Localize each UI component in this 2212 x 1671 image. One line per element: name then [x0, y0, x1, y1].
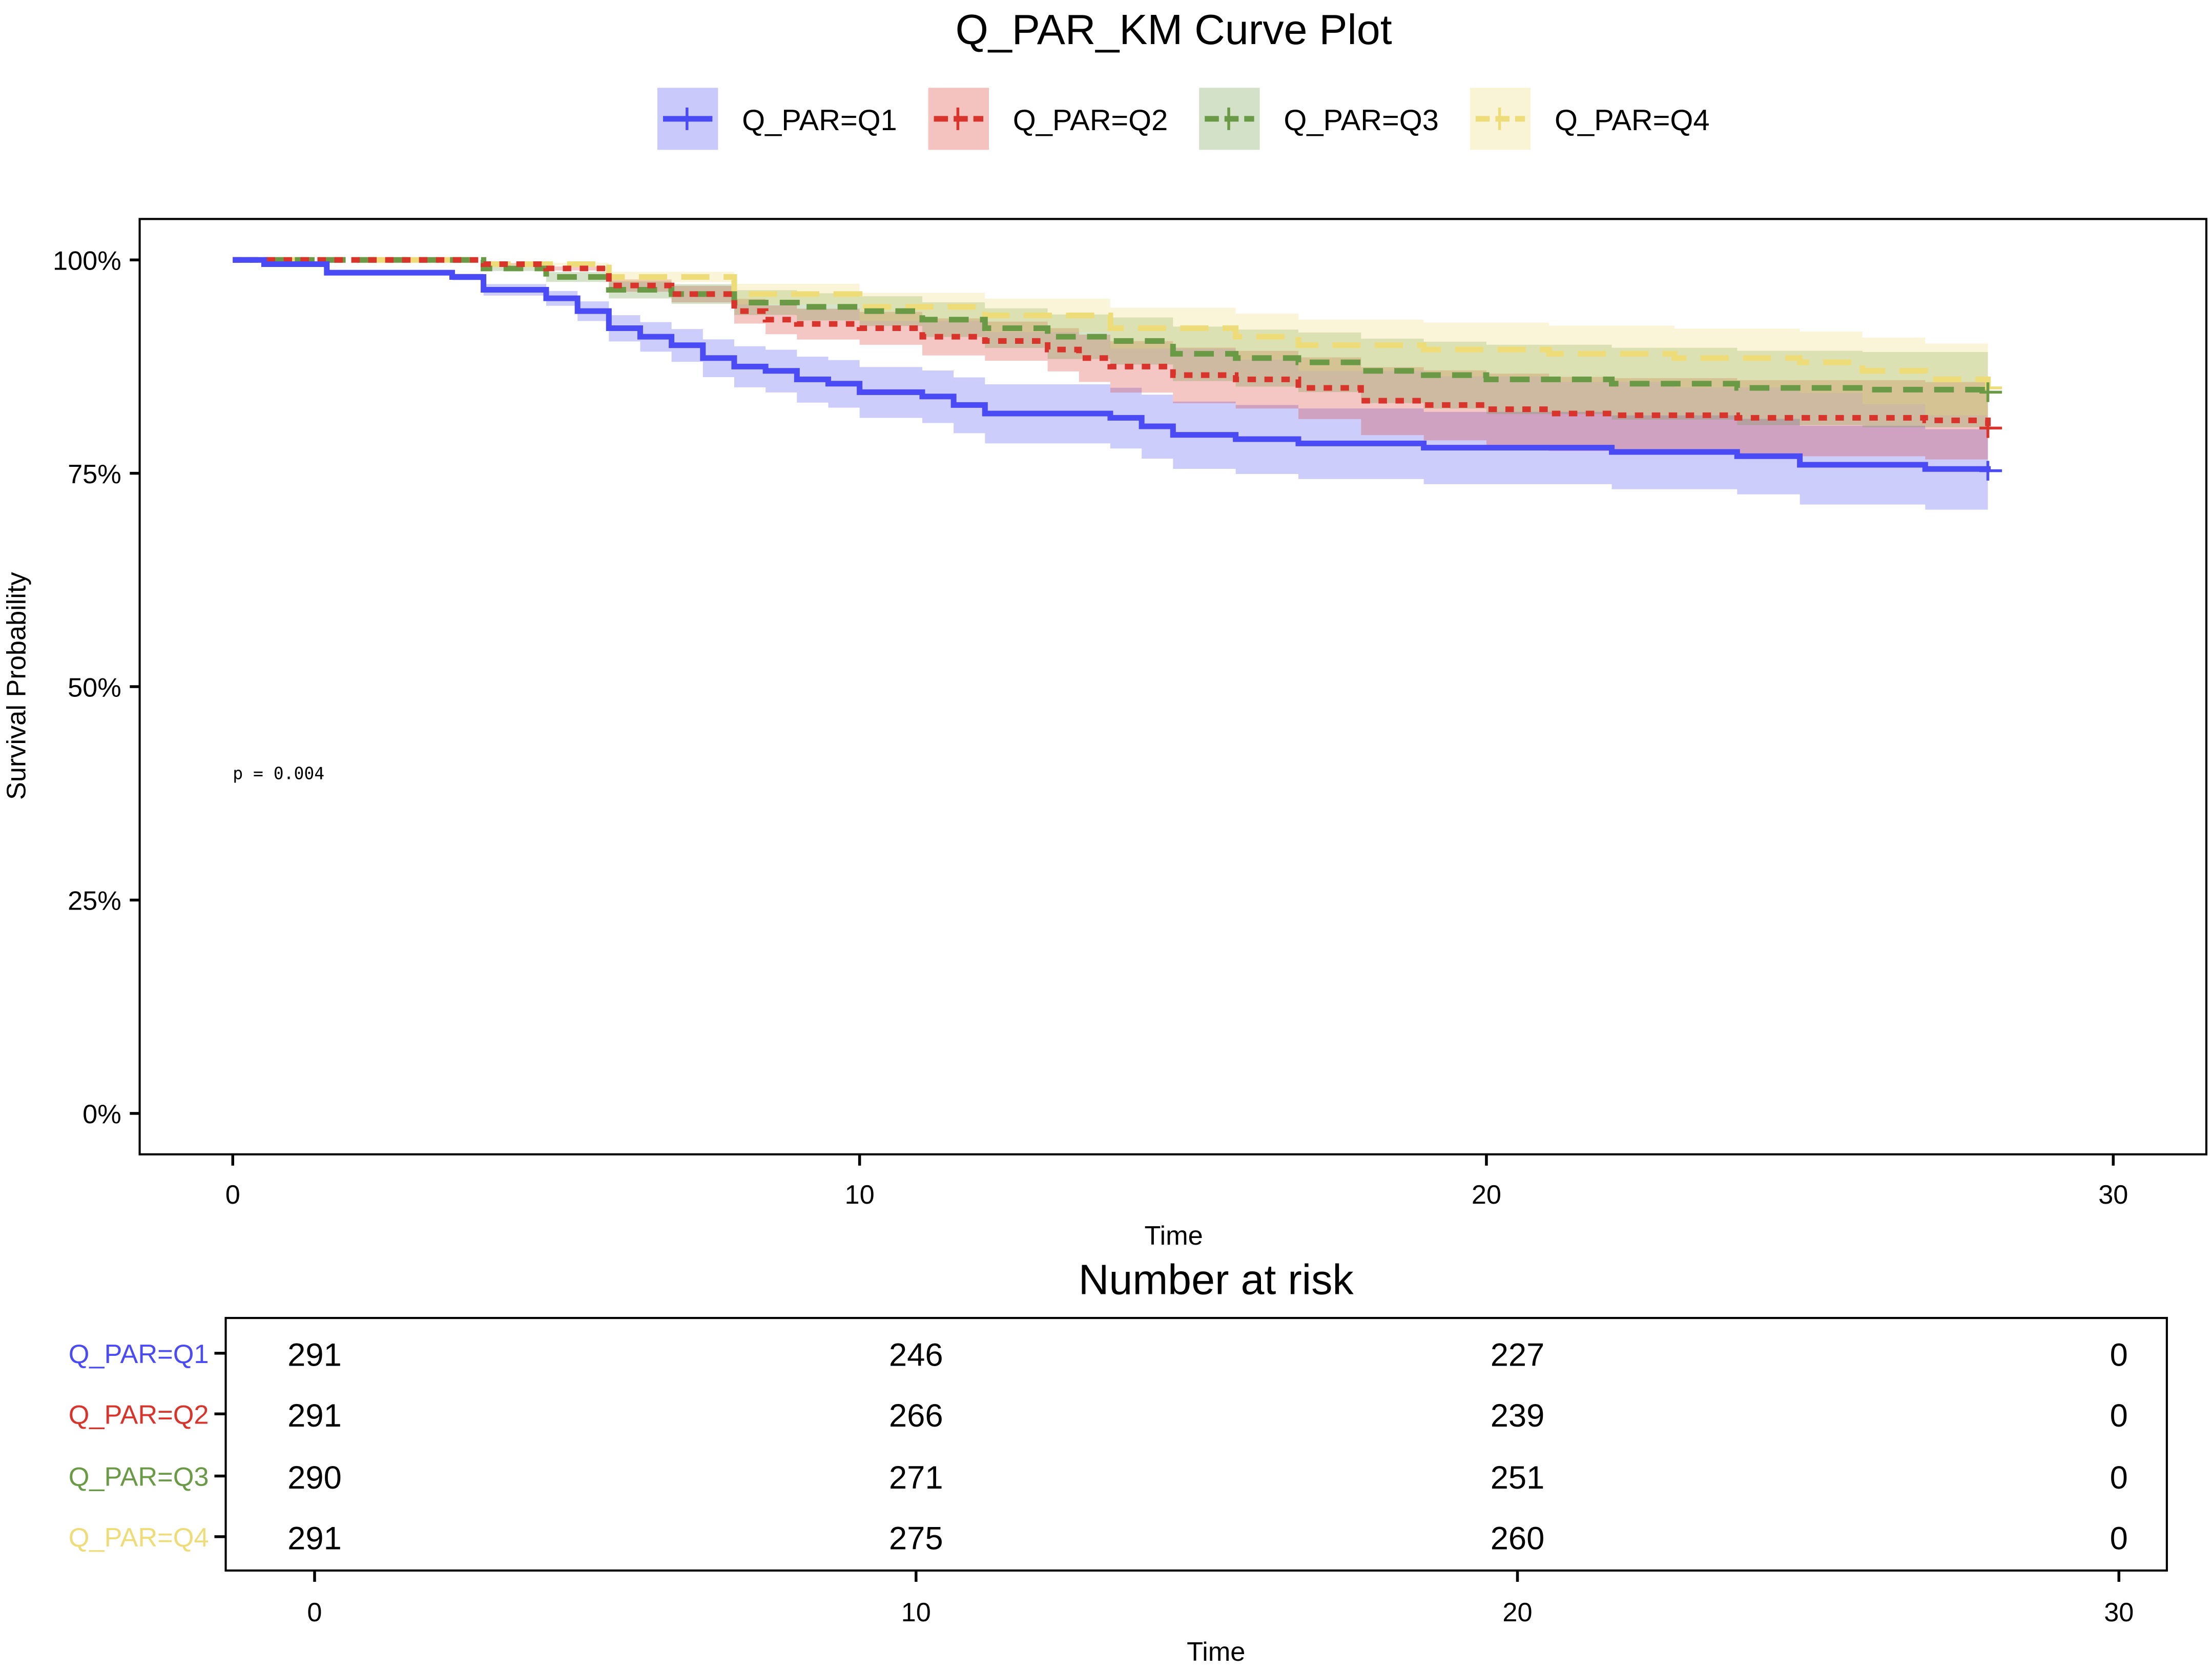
risk-x-tick-label: 30 [2104, 1598, 2134, 1627]
x-tick-label: 0 [225, 1180, 240, 1210]
p-value-annotation: p = 0.004 [233, 763, 324, 783]
risk-row-label-q1: Q_PAR=Q1 [69, 1339, 209, 1369]
risk-cell: 271 [889, 1460, 943, 1496]
risk-cell: 291 [287, 1521, 342, 1557]
risk-cell: 0 [2110, 1398, 2128, 1434]
x-tick-label: 20 [1472, 1180, 1501, 1210]
confidence-band-q3 [233, 260, 1988, 431]
risk-cell: 0 [2110, 1337, 2128, 1373]
y-tick-label: 50% [68, 673, 121, 703]
risk-table-frame [224, 1317, 2168, 1572]
censor-mark-q3 [1979, 382, 2002, 402]
censor-mark-q1 [1979, 461, 2002, 481]
confidence-band-q4 [233, 260, 1988, 427]
y-tick-label: 100% [53, 246, 121, 276]
risk-cell: 290 [287, 1460, 342, 1496]
y-tick-label: 25% [68, 886, 121, 916]
chart-title: Q_PAR_KM Curve Plot [956, 6, 1392, 53]
risk-table-title: Number at risk [1079, 1255, 1354, 1303]
risk-table: Q_PAR=Q1 291 246 227 0 Q_PAR=Q2 291 266 239 0 Q_PA… [69, 1337, 2134, 1627]
x-tick-label: 10 [845, 1180, 875, 1210]
risk-row-label-q3: Q_PAR=Q3 [69, 1462, 209, 1492]
risk-row-label-q2: Q_PAR=Q2 [69, 1400, 209, 1430]
legend-label-q2: Q_PAR=Q2 [1013, 104, 1168, 137]
risk-cell: 246 [889, 1337, 943, 1373]
legend-label-q1: Q_PAR=Q1 [742, 104, 897, 137]
y-axis-label: Survival Probability [2, 571, 32, 800]
x-axis-label: Time [1145, 1221, 1203, 1251]
x-tick-label: 30 [2098, 1180, 2128, 1210]
y-tick-label: 75% [68, 460, 121, 489]
risk-cell: 251 [1491, 1460, 1545, 1496]
legend-label-q3: Q_PAR=Q3 [1284, 104, 1439, 137]
survival-curve-q3 [233, 257, 1991, 393]
censor-mark-q2 [1979, 418, 2002, 438]
risk-x-tick-label: 10 [901, 1598, 931, 1627]
survival-curve-q4 [233, 257, 1991, 388]
risk-cell: 291 [287, 1337, 342, 1373]
y-axis: 0% 25% 50% 75% 100% [53, 246, 140, 1129]
survival-curves [233, 257, 2002, 481]
survival-curve-q1 [233, 257, 1991, 472]
risk-cell: 0 [2110, 1460, 2128, 1496]
risk-cell: 291 [287, 1398, 342, 1434]
risk-x-tick-label: 0 [307, 1598, 322, 1627]
legend-label-q4: Q_PAR=Q4 [1555, 104, 1710, 137]
legend: Q_PAR=Q1 Q_PAR=Q2 Q_PAR=Q3 Q_PAR=Q4 [657, 88, 1710, 150]
risk-cell: 260 [1491, 1521, 1545, 1557]
risk-x-tick-label: 20 [1502, 1598, 1532, 1627]
survival-curve-q2 [233, 257, 1991, 428]
risk-cell: 275 [889, 1521, 943, 1557]
risk-cell: 266 [889, 1398, 943, 1434]
y-tick-label: 0% [82, 1100, 121, 1129]
risk-cell: 227 [1491, 1337, 1545, 1373]
x-axis: 0 10 20 30 [225, 1154, 2128, 1210]
risk-cell: 0 [2110, 1521, 2128, 1557]
risk-table-x-label: Time [1187, 1637, 1245, 1667]
risk-cell: 239 [1491, 1398, 1545, 1434]
risk-row-label-q4: Q_PAR=Q4 [69, 1523, 209, 1553]
